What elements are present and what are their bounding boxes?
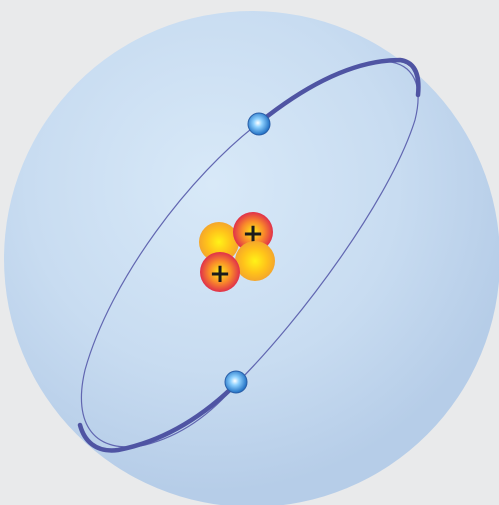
electron-orbit — [77, 57, 421, 453]
neutron — [199, 222, 239, 262]
proton-charge-label: + — [209, 259, 231, 289]
proton — [200, 252, 240, 292]
neutron — [235, 241, 275, 281]
electron — [224, 370, 248, 394]
electron — [247, 112, 271, 136]
proton — [233, 212, 273, 252]
nucleus: + + — [199, 212, 275, 292]
